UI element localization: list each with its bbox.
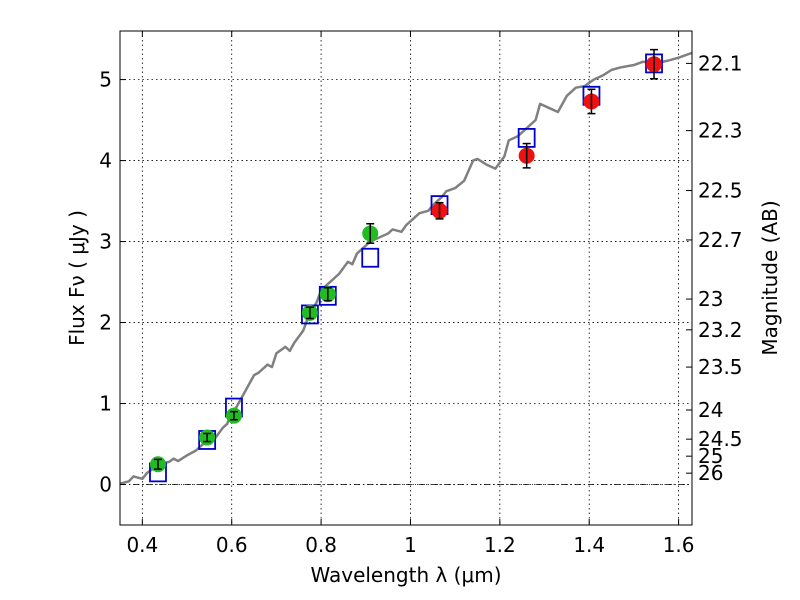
axis-ticks xyxy=(120,31,692,525)
y-axis-label-left: Flux Fν ( μJy ) xyxy=(65,210,89,346)
y-tick-label-right: 23 xyxy=(698,287,723,311)
model-point xyxy=(361,247,380,268)
y-tick-label-left: 0 xyxy=(99,473,112,497)
x-tick-label: 0.6 xyxy=(216,533,248,557)
y-tick-label-right: 22.7 xyxy=(698,228,743,252)
plot-frame xyxy=(119,30,693,526)
y-tick-label-right: 23.2 xyxy=(698,318,743,342)
y-tick-label-right: 22.1 xyxy=(698,51,743,75)
observed-points-layer xyxy=(149,48,663,473)
spectrum-line xyxy=(119,51,693,485)
x-tick-label: 1.2 xyxy=(484,533,516,557)
y-tick-label-left: 1 xyxy=(99,392,112,416)
y-tick-label-right: 23.5 xyxy=(698,355,743,379)
y-tick-label-right: 22.5 xyxy=(698,179,743,203)
y-tick-label-left: 5 xyxy=(99,68,112,92)
x-tick-label: 0.4 xyxy=(126,533,158,557)
y-tick-label-left: 4 xyxy=(99,149,112,173)
y-tick-label-right: 25 xyxy=(698,444,723,468)
y-tick-label-left: 2 xyxy=(99,311,112,335)
x-tick-label: 0.8 xyxy=(305,533,337,557)
grid-lines xyxy=(120,31,692,525)
y-tick-label-right: 26 xyxy=(698,461,723,485)
x-tick-label: 1 xyxy=(404,533,417,557)
x-axis-label: Wavelength λ (μm) xyxy=(310,563,501,587)
y-axis-label-right: Magnitude (AB) xyxy=(758,200,782,355)
y-tick-label-right: 24.5 xyxy=(698,427,743,451)
x-tick-label: 1.6 xyxy=(663,533,695,557)
y-tick-label-left: 3 xyxy=(99,230,112,254)
x-tick-label: 1.4 xyxy=(573,533,605,557)
y-tick-label-right: 24 xyxy=(698,398,723,422)
spectrum-layer xyxy=(119,51,693,485)
y-tick-label-right: 22.3 xyxy=(698,119,743,143)
tick-labels: 0.4 0.6 0.8 1 1.2 1.4 1.601234522.122.322.522.… xyxy=(99,51,742,557)
